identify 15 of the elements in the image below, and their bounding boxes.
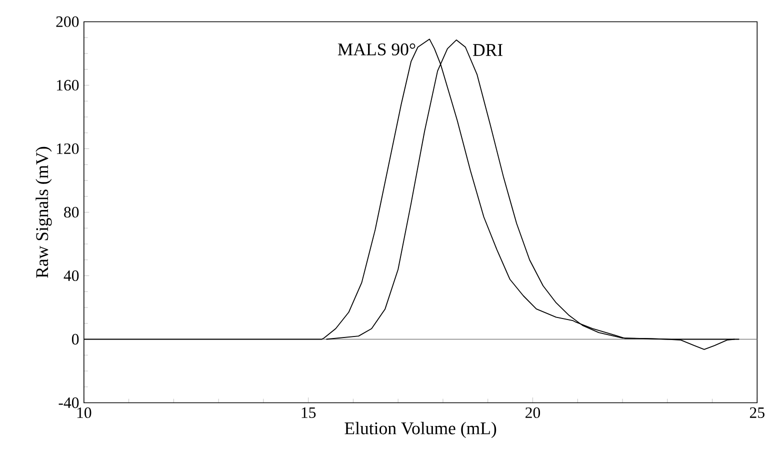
- y-tick-label: 40: [64, 270, 79, 282]
- y-tick-label: -40: [58, 397, 79, 408]
- y-tick-label: 200: [56, 16, 79, 28]
- y-tick-label: 160: [56, 80, 79, 91]
- y-tick-label: 120: [56, 143, 79, 154]
- x-tick-label: 20: [526, 407, 540, 418]
- x-tick-label: 15: [302, 407, 316, 418]
- x-tick-label: 10: [77, 407, 92, 418]
- y-tick-label: 80: [64, 206, 79, 218]
- series-label: MALS 90°: [338, 43, 416, 56]
- y-axis-title: Raw Signals (mV): [36, 146, 52, 278]
- series-label: DRI: [473, 44, 502, 56]
- y-tick-label: 0: [72, 334, 79, 345]
- x-tick-label: 25: [750, 407, 764, 418]
- x-axis-title: Elution Volume (mL): [344, 422, 496, 438]
